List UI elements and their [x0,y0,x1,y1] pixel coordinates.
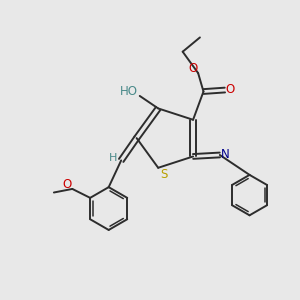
Text: HO: HO [119,85,137,98]
Text: O: O [63,178,72,191]
Text: S: S [160,168,167,181]
Text: O: O [226,83,235,96]
Text: O: O [188,62,198,75]
Text: N: N [220,148,229,161]
Text: H: H [109,153,117,163]
